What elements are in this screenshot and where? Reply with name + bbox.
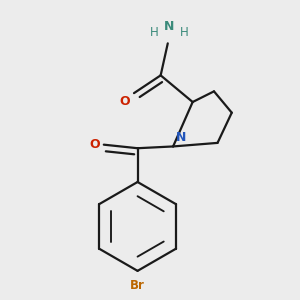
Text: H: H: [150, 26, 159, 39]
Text: N: N: [164, 20, 175, 33]
Text: O: O: [89, 138, 100, 151]
Text: N: N: [176, 130, 186, 144]
Text: O: O: [120, 95, 130, 108]
Text: Br: Br: [130, 279, 145, 292]
Text: H: H: [180, 26, 189, 39]
